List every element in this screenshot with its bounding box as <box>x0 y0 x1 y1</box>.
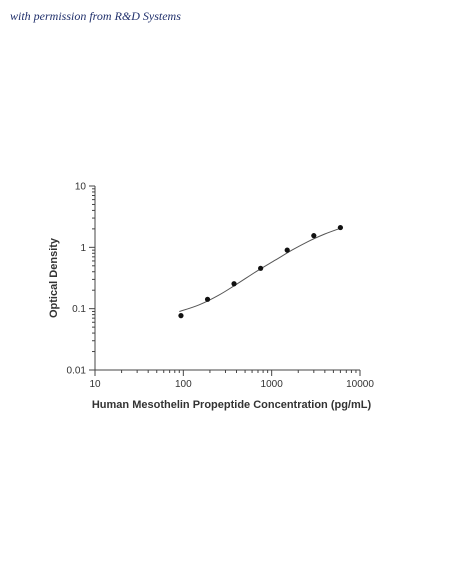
x-tick-label: 10 <box>89 379 101 390</box>
x-tick-label: 1000 <box>261 379 284 390</box>
x-tick-label: 10000 <box>346 379 374 390</box>
y-tick-label: 1 <box>80 243 86 254</box>
y-tick-label: 0.01 <box>67 366 87 377</box>
data-point <box>231 281 237 287</box>
data-point <box>337 224 344 231</box>
data-point <box>311 233 317 239</box>
x-tick-label: 100 <box>175 379 192 390</box>
data-point <box>284 247 290 253</box>
y-tick-label: 10 <box>75 182 87 193</box>
x-axis-title: Human Mesothelin Propeptide Concentratio… <box>92 399 372 411</box>
data-point <box>178 313 184 319</box>
data-point <box>258 265 264 271</box>
data-point <box>204 296 211 302</box>
y-axis-title: Optical Density <box>48 237 60 318</box>
y-tick-label: 0.1 <box>72 304 86 315</box>
credit-text: with permission from R&D Systems <box>10 9 181 23</box>
